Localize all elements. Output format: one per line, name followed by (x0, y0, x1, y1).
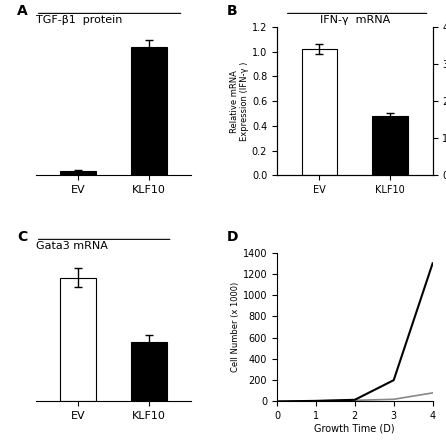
Title: IFN-γ  mRNA: IFN-γ mRNA (320, 15, 390, 25)
Bar (61, 171, 96, 175)
Text: A: A (17, 4, 28, 18)
Y-axis label: Relative mRNA
Expression (IFN-γ ): Relative mRNA Expression (IFN-γ ) (230, 62, 249, 141)
Text: D: D (227, 231, 239, 244)
Bar (131, 47, 166, 175)
Text: B: B (227, 4, 238, 18)
Bar (372, 116, 408, 175)
Bar (302, 49, 337, 175)
Y-axis label: Cell Number (x 1000): Cell Number (x 1000) (231, 282, 240, 372)
X-axis label: Growth Time (D): Growth Time (D) (314, 424, 395, 434)
Bar (131, 342, 166, 401)
Text: Gata3 mRNA: Gata3 mRNA (36, 240, 107, 251)
Text: TGF-β1  protein: TGF-β1 protein (36, 15, 122, 25)
Bar (61, 277, 96, 401)
Text: C: C (17, 231, 27, 244)
